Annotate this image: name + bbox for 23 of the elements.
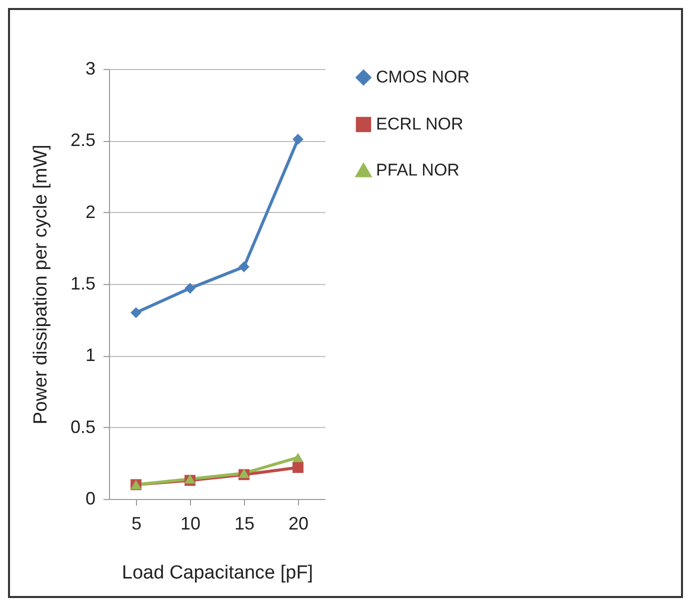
point (238, 261, 250, 272)
x-tick-label: 5 (131, 514, 142, 534)
point (184, 282, 196, 294)
point (292, 462, 304, 473)
legend-label: PFAL NOR (376, 160, 460, 180)
x-tick-label: 15 (234, 514, 255, 534)
y-tick-label: 1 (85, 345, 96, 366)
x-tick-label: 10 (180, 514, 201, 534)
point (292, 134, 304, 145)
legend-label: ECRL NOR (376, 114, 464, 134)
y-tick-label: 3 (85, 58, 96, 78)
y-axis-title: Power dissipation per cycle [mW] (30, 144, 52, 424)
y-tick-label: 0 (85, 488, 96, 508)
y-tick-label: 0.5 (70, 416, 96, 437)
x-tick-label: 20 (288, 514, 309, 534)
y-tick-label: 1.5 (70, 274, 96, 294)
point (292, 452, 304, 462)
legend-label: CMOS NOR (376, 68, 470, 86)
y-tick-label: 2 (85, 202, 96, 222)
x-axis-title: Load Capacitance [pF] (122, 562, 314, 584)
y-tick-label: 2.5 (70, 130, 96, 150)
point (238, 468, 250, 478)
point (130, 307, 142, 318)
